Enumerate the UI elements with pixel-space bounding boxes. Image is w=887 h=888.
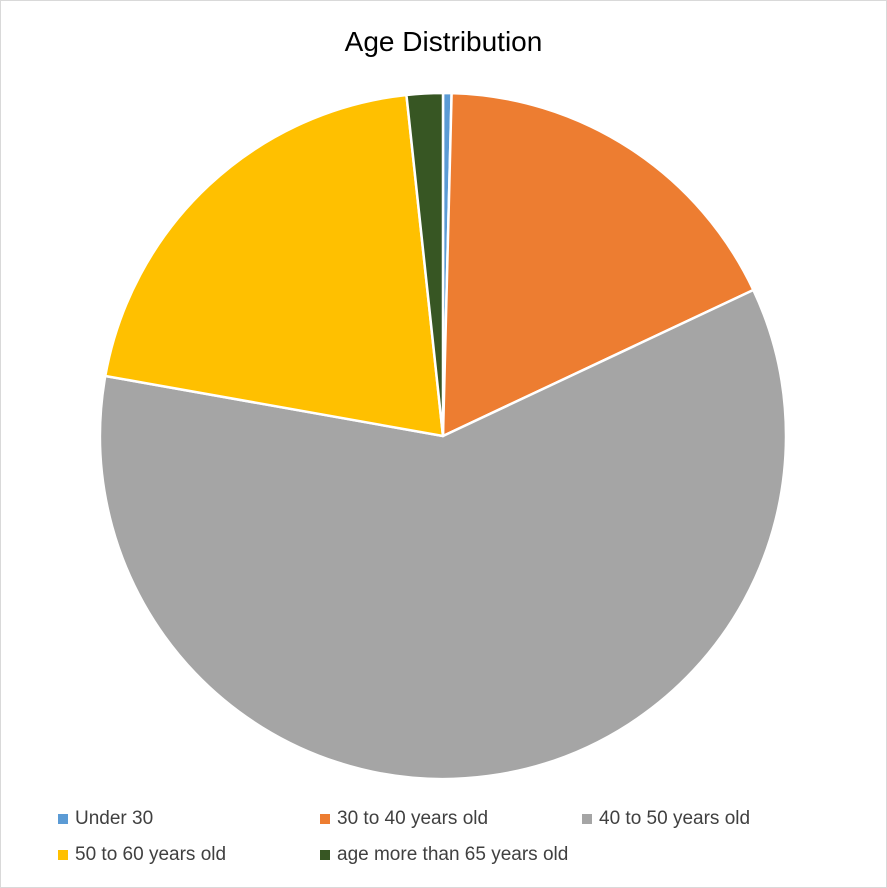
pie-slice-5[interactable] — [405, 91, 445, 438]
legend-item[interactable]: 50 to 60 years old — [58, 844, 320, 866]
legend: Under 30 30 to 40 years old 40 to 50 years… — [58, 808, 858, 866]
legend-item[interactable]: 30 to 40 years old — [320, 808, 582, 830]
legend-label: 50 to 60 years old — [75, 844, 227, 865]
legend-swatch — [582, 814, 592, 824]
legend-label: 30 to 40 years old — [337, 808, 489, 829]
legend-label: Under 30 — [75, 808, 154, 829]
legend-swatch — [320, 850, 330, 860]
legend-label: 40 to 50 years old — [599, 808, 751, 829]
legend-item[interactable]: 40 to 50 years old — [582, 808, 844, 830]
legend-swatch — [58, 850, 68, 860]
legend-swatch — [320, 814, 330, 824]
legend-item[interactable]: age more than 65 years old — [320, 844, 582, 866]
pie-slice-3[interactable] — [98, 288, 788, 781]
legend-item[interactable]: Under 30 — [58, 808, 320, 830]
legend-label: age more than 65 years old — [337, 844, 569, 865]
pie-slices — [98, 91, 788, 781]
chart-title: Age Distribution — [344, 26, 543, 57]
pie-slice-2[interactable] — [441, 91, 755, 438]
pie-slice-4[interactable] — [104, 93, 445, 438]
legend-swatch — [58, 814, 68, 824]
